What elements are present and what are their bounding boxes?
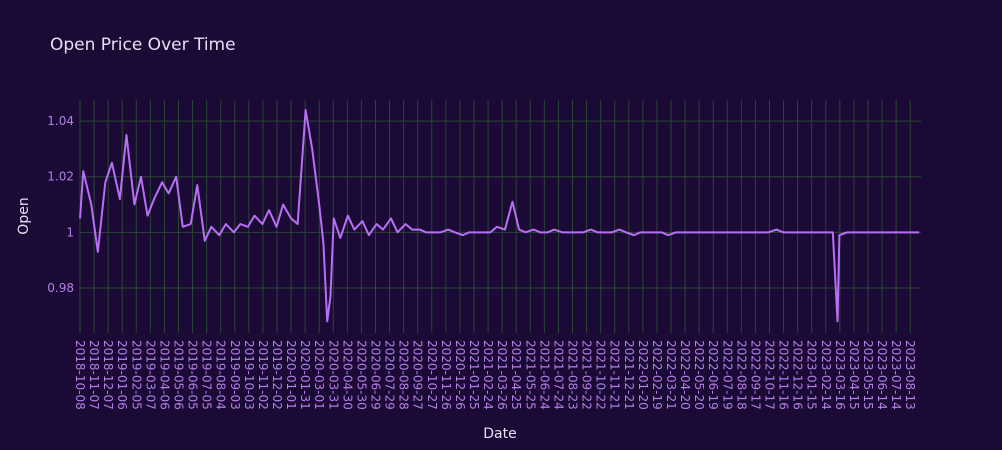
x-tick-label: 2019-03-07 xyxy=(143,340,157,410)
x-tick-label: 2022-10-17 xyxy=(762,340,776,410)
x-tick-label: 2023-01-15 xyxy=(805,340,819,410)
x-tick-label: 2022-02-19 xyxy=(650,340,664,410)
x-tick-label: 2022-06-19 xyxy=(706,340,720,410)
x-tick-label: 2023-06-14 xyxy=(875,340,889,410)
x-tick-label: 2021-05-25 xyxy=(523,340,537,410)
x-tick-label: 2023-07-14 xyxy=(889,340,903,410)
x-tick-label: 2019-12-02 xyxy=(270,340,284,410)
x-tick-label: 2019-02-05 xyxy=(129,340,143,410)
x-tick-label: 2022-09-17 xyxy=(748,340,762,410)
x-tick-label: 2020-05-30 xyxy=(354,340,368,410)
y-tick-label: 1.04 xyxy=(47,114,74,128)
x-tick-label: 2018-11-07 xyxy=(87,340,101,410)
x-tick-label: 2019-07-05 xyxy=(200,340,214,410)
x-tick-label: 2021-12-21 xyxy=(622,340,636,410)
x-tick-label: 2021-02-24 xyxy=(481,340,495,410)
line xyxy=(79,109,920,323)
x-tick-label: 2022-12-16 xyxy=(791,340,805,410)
x-tick-label: 2020-07-29 xyxy=(383,340,397,410)
x-tick-label: 2021-04-25 xyxy=(509,340,523,410)
x-tick-label: 2023-02-14 xyxy=(819,340,833,410)
x-tick-label: 2020-04-30 xyxy=(340,340,354,410)
x-tick-label: 2022-07-19 xyxy=(720,340,734,410)
x-tick-label: 2020-03-01 xyxy=(312,340,326,410)
x-tick-label: 2020-10-27 xyxy=(425,340,439,410)
x-axis-label: Date xyxy=(483,426,516,442)
x-tick-label: 2023-08-13 xyxy=(903,340,917,410)
x-tick-label: 2019-10-03 xyxy=(242,340,256,410)
x-tick-label: 2021-03-26 xyxy=(495,340,509,410)
x-tick-label: 2022-04-20 xyxy=(678,340,692,410)
x-tick-label: 2021-07-24 xyxy=(551,340,565,410)
x-tick-label: 2020-08-28 xyxy=(397,340,411,410)
x-tick-label: 2019-06-05 xyxy=(186,340,200,410)
x-tick-label: 2020-06-29 xyxy=(368,340,382,410)
y-tick-label: 1 xyxy=(66,225,74,239)
x-tick-label: 2022-05-20 xyxy=(692,340,706,410)
x-tick-label: 2022-03-21 xyxy=(664,340,678,410)
y-tick-label: 0.98 xyxy=(47,281,74,295)
x-tick-label: 2020-11-26 xyxy=(439,340,453,410)
x-tick-label: 2020-01-31 xyxy=(298,340,312,410)
y-tick-label: 1.02 xyxy=(47,170,74,184)
x-tick-label: 2023-03-16 xyxy=(833,340,847,410)
x-tick-label: 2019-04-06 xyxy=(157,340,171,410)
x-tick-label: 2018-12-07 xyxy=(101,340,115,410)
chart-title: Open Price Over Time xyxy=(50,35,236,55)
x-tick-label: 2022-01-20 xyxy=(636,340,650,410)
x-tick-label: 2019-09-03 xyxy=(228,340,242,410)
x-tick-label: 2021-10-22 xyxy=(594,340,608,410)
x-tick-label: 2018-10-08 xyxy=(73,340,87,410)
x-tick-label: 2021-08-23 xyxy=(565,340,579,410)
x-tick-label: 2020-09-27 xyxy=(411,340,425,410)
x-tick-label: 2019-01-06 xyxy=(115,340,129,410)
x-tick-label: 2021-09-22 xyxy=(580,340,594,410)
x-tick-label: 2019-08-04 xyxy=(214,340,228,410)
x-tick-label: 2022-08-18 xyxy=(734,340,748,410)
x-tick-label: 2020-12-26 xyxy=(453,340,467,410)
x-tick-label: 2023-04-15 xyxy=(847,340,861,410)
x-tick-label: 2020-01-01 xyxy=(284,340,298,410)
x-tick-label: 2021-06-24 xyxy=(537,340,551,410)
x-tick-label: 2019-05-06 xyxy=(171,340,185,410)
x-tick-label: 2019-11-02 xyxy=(256,340,270,410)
x-tick-label: 2022-11-16 xyxy=(777,340,791,410)
y-axis-label: Open xyxy=(16,197,32,234)
x-tick-label: 2021-01-25 xyxy=(467,340,481,410)
x-tick-label: 2021-11-21 xyxy=(608,340,622,410)
x-tick-label: 2023-05-15 xyxy=(861,340,875,410)
x-tick-label: 2020-03-31 xyxy=(326,340,340,410)
